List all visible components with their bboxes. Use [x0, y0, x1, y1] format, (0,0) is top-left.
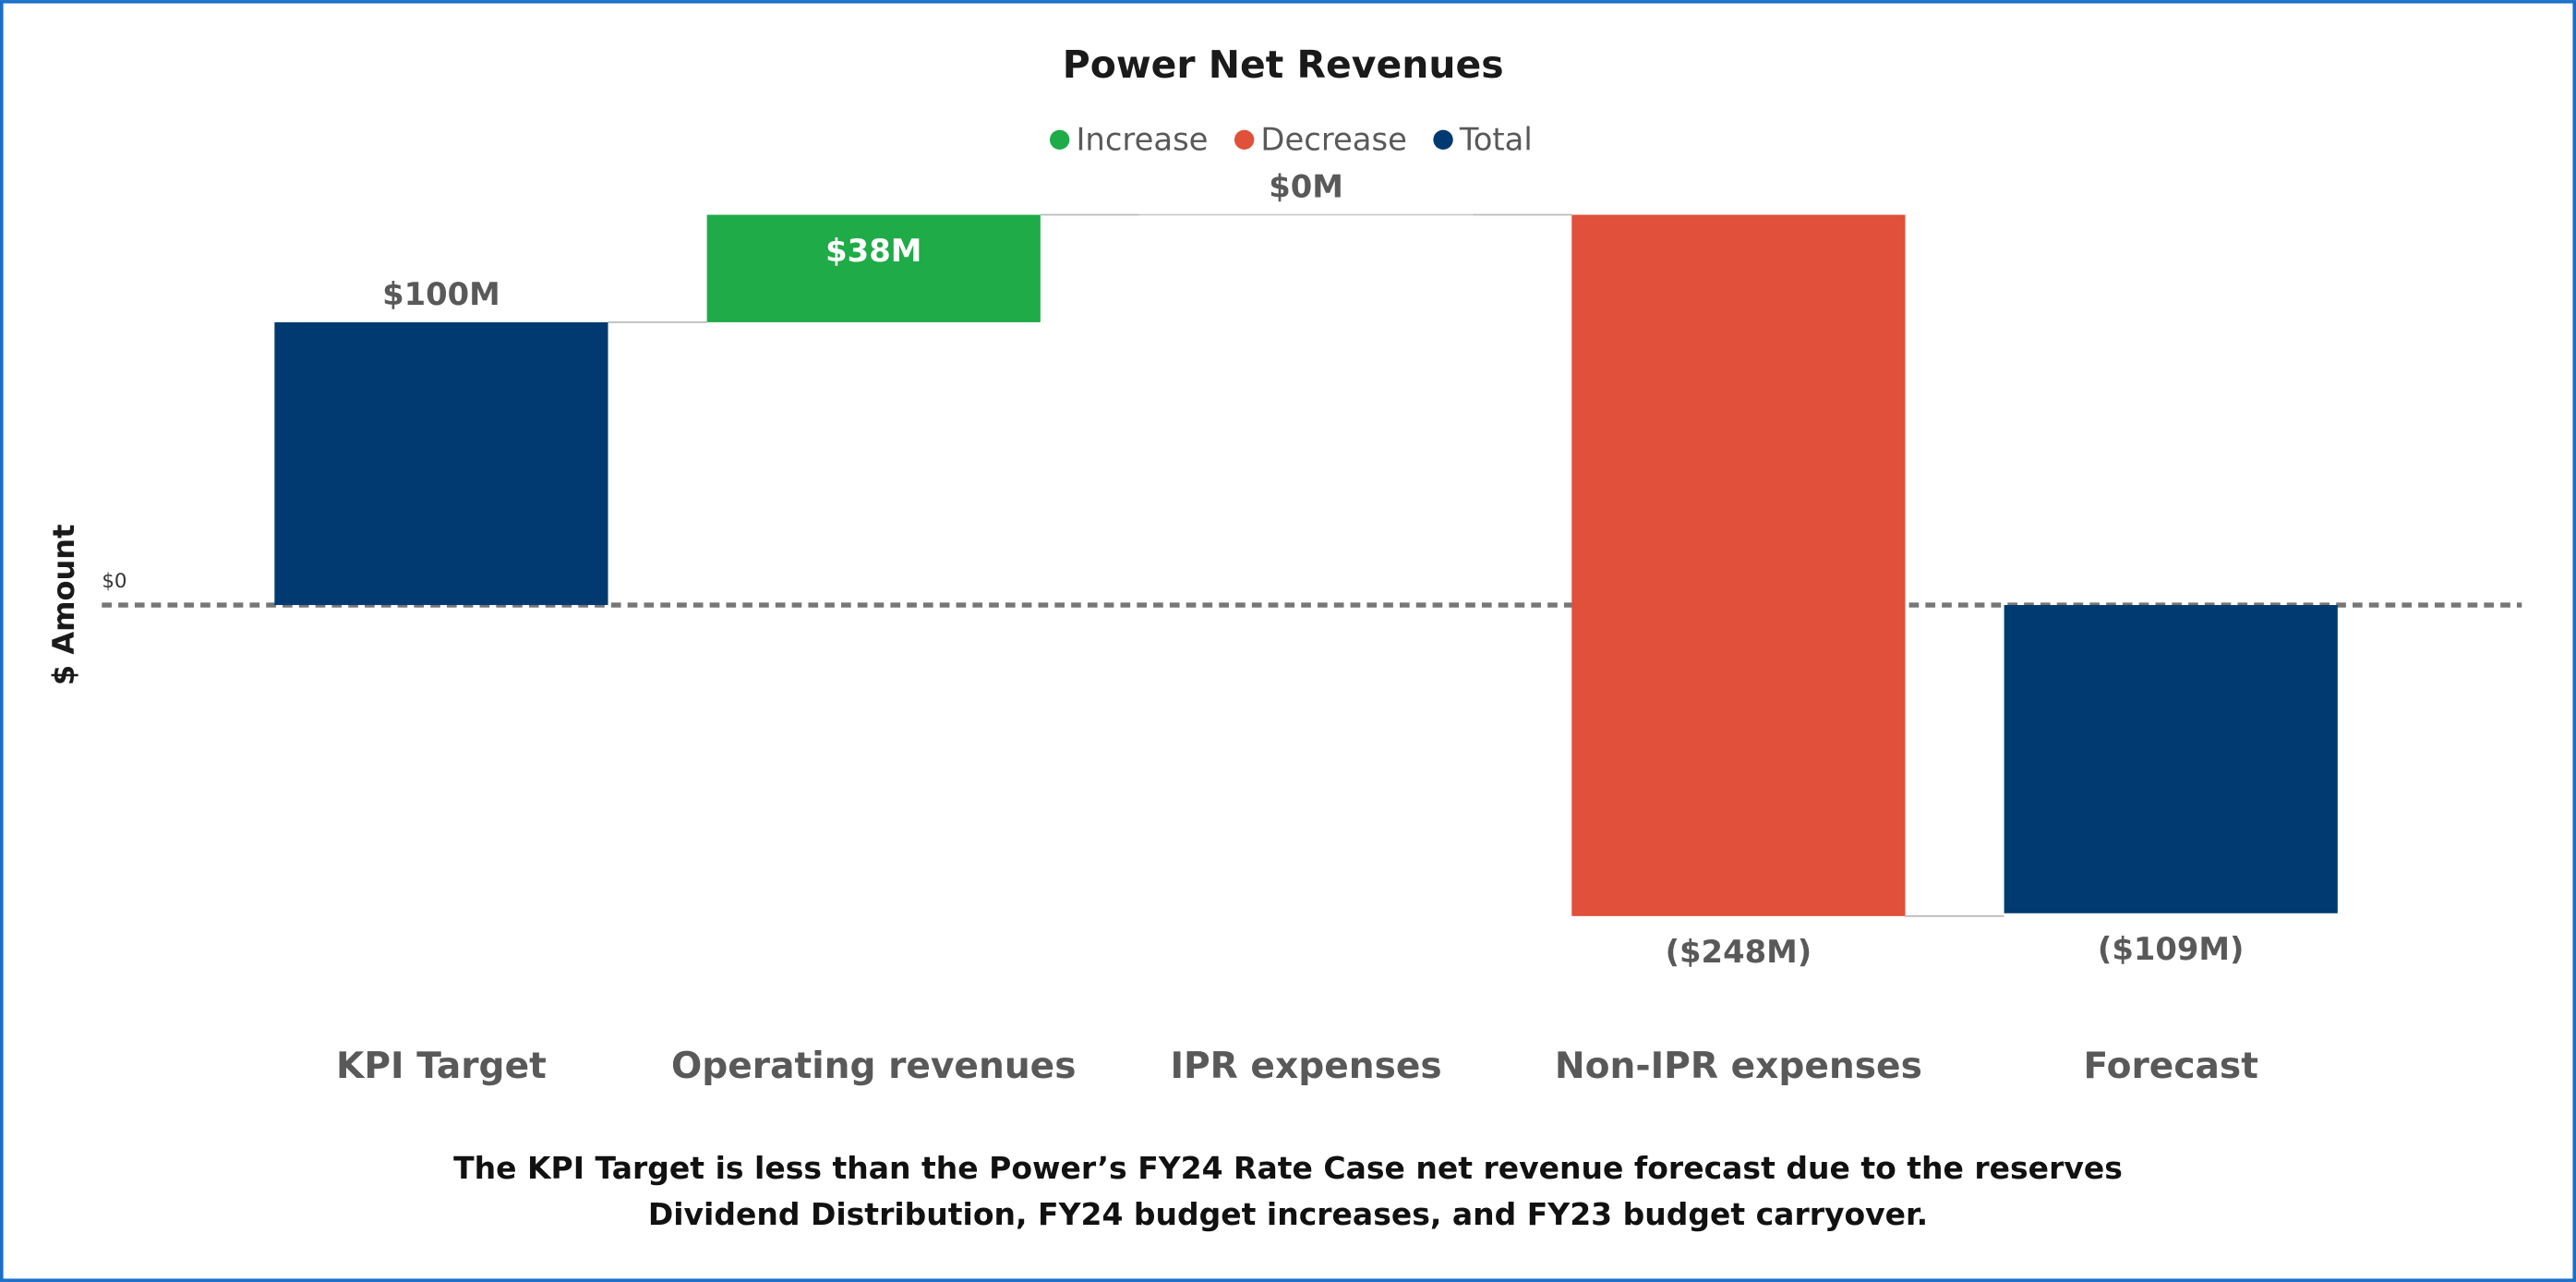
bar [274, 321, 608, 606]
y-tick-label: $0 [102, 570, 126, 593]
x-tick-label: IPR expenses [1170, 1046, 1441, 1087]
chart-title: Power Net Revenues [1063, 42, 1504, 87]
bar [2004, 605, 2338, 913]
y-axis-label: $ Amount [46, 525, 81, 685]
value-label: $100M [382, 276, 500, 312]
x-tick-label: KPI Target [336, 1046, 547, 1087]
value-label: $38M [825, 233, 921, 269]
x-tick-label: Forecast [2083, 1046, 2257, 1087]
footnote: The KPI Target is less than the Power’s … [453, 1150, 2123, 1232]
legend-dot [1433, 129, 1453, 150]
legend-label: Decrease [1260, 122, 1406, 158]
value-label: ($109M) [2098, 931, 2245, 967]
legend-label: Total [1459, 122, 1533, 158]
bar [1571, 214, 1906, 916]
value-label: $0M [1269, 169, 1343, 205]
legend-dot [1049, 129, 1070, 150]
value-label: ($248M) [1666, 934, 1812, 970]
legend-label: Increase [1076, 122, 1208, 158]
legend-dot [1234, 129, 1255, 150]
x-tick-label: Non-IPR expenses [1555, 1046, 1922, 1087]
x-tick-label: Operating revenues [671, 1046, 1077, 1087]
bar [706, 214, 1041, 322]
